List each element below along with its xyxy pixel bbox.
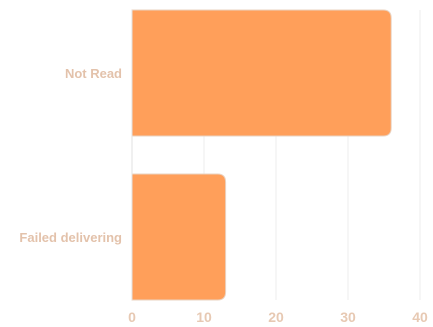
x-tick-label-0: 0: [128, 309, 136, 325]
category-label-not-read: Not Read: [65, 66, 122, 81]
bars-group: [131, 9, 392, 301]
x-tick-label-20: 20: [268, 309, 284, 325]
x-axis-ticks: 0 10 20 30 40: [128, 309, 428, 325]
x-tick-label-10: 10: [196, 309, 212, 325]
x-tick-label-30: 30: [340, 309, 356, 325]
category-labels: Not Read Failed delivering: [19, 66, 122, 245]
category-label-failed-delivering: Failed delivering: [19, 230, 122, 245]
bar-failed-delivering: [131, 173, 227, 301]
bar-not-read: [131, 9, 392, 137]
x-tick-label-40: 40: [412, 309, 428, 325]
